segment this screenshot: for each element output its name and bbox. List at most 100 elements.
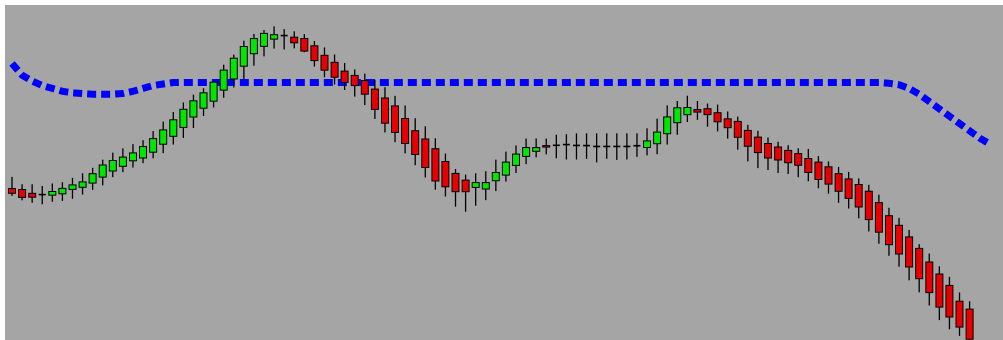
candle	[8, 176, 16, 196]
candle	[149, 131, 158, 159]
candle	[179, 102, 188, 138]
candle	[199, 88, 208, 117]
candle-body-bull	[683, 107, 692, 116]
candle	[391, 95, 399, 143]
candle	[895, 217, 903, 267]
candle-body-bear	[330, 61, 339, 78]
candle-body-bull	[58, 187, 67, 195]
candle	[864, 184, 873, 232]
candle	[219, 64, 228, 98]
candle	[300, 34, 309, 53]
candle-body-bull	[209, 81, 218, 102]
candle	[441, 153, 450, 197]
candle	[118, 148, 127, 173]
candle	[552, 134, 560, 159]
candle-body-bear	[441, 161, 450, 188]
candle	[290, 31, 299, 49]
candle	[784, 145, 793, 174]
candle	[330, 54, 339, 85]
candle	[693, 100, 702, 120]
candle-body-bear	[774, 146, 783, 161]
candle-body-bear	[381, 97, 389, 124]
candle	[723, 111, 732, 139]
candle	[633, 133, 641, 157]
candle	[18, 184, 27, 201]
candle-body-bear	[794, 153, 803, 166]
indicator-line-layer	[9, 61, 992, 148]
candle-body-bear	[310, 45, 319, 62]
candle	[481, 171, 490, 201]
candle	[764, 137, 772, 171]
candle	[58, 182, 67, 201]
candle	[532, 138, 541, 158]
candle	[28, 184, 37, 203]
candle-body-bull	[98, 164, 107, 178]
candle-body-bear	[28, 192, 37, 198]
candle	[522, 138, 531, 165]
candle	[804, 148, 813, 182]
candle	[229, 54, 238, 88]
candle	[501, 151, 510, 182]
candle-body-bear	[401, 118, 410, 144]
candle	[653, 118, 662, 155]
candle-body-bear	[804, 158, 813, 173]
candle-body-bull	[118, 156, 127, 167]
candle-body-bull	[260, 32, 268, 47]
candle-body-bear	[421, 138, 430, 168]
candle	[260, 30, 268, 57]
candle	[421, 126, 430, 178]
candle	[925, 253, 934, 306]
candle-body-bull	[643, 140, 651, 148]
candle-body-bear	[854, 184, 863, 208]
candle-body-bear	[905, 236, 914, 268]
candle	[270, 26, 279, 49]
candle-body-bull	[673, 107, 682, 124]
candle	[189, 94, 198, 129]
candle	[562, 134, 570, 160]
candle	[431, 138, 440, 190]
candle-body-bull	[491, 172, 500, 182]
candle	[623, 133, 631, 160]
candle	[955, 292, 964, 336]
candle-body-bear	[431, 148, 440, 182]
candle-body-bear	[370, 88, 379, 110]
candle-body-bear	[391, 105, 399, 133]
candle	[139, 140, 147, 164]
candle-body-bear	[542, 145, 551, 148]
candle	[905, 229, 914, 281]
candle	[471, 173, 480, 206]
candle-body-bear	[18, 189, 27, 198]
candle-body-bull	[108, 160, 117, 172]
candle-body-bull	[239, 46, 248, 67]
candle	[401, 105, 410, 154]
candle	[411, 118, 420, 166]
candle-body-bear	[784, 149, 793, 164]
candle	[48, 183, 57, 202]
candle	[169, 111, 178, 145]
candle-body-bull	[512, 153, 520, 166]
candle-body-bull	[501, 161, 510, 176]
candle-body-bear	[8, 188, 16, 194]
candle	[68, 177, 77, 199]
candle-body-bear	[925, 261, 934, 294]
candle-body-bull	[249, 38, 258, 55]
candle	[583, 133, 591, 159]
candle	[814, 156, 823, 189]
candle	[643, 128, 651, 156]
candle	[280, 29, 288, 50]
candle	[78, 173, 87, 195]
candle	[774, 141, 783, 173]
candle-body-bull	[270, 34, 279, 40]
candle-body-bear	[713, 112, 722, 123]
candle-body-bear	[743, 129, 752, 147]
candle-body-bull	[149, 138, 158, 153]
candle-body-bear	[723, 118, 732, 129]
candle-body-bull	[68, 184, 77, 190]
candle	[381, 87, 389, 133]
candle-body-bull	[532, 147, 541, 152]
candle-body-bear	[764, 143, 772, 159]
candle	[542, 138, 551, 155]
candle-body-bear	[693, 109, 702, 113]
candle-body-bull	[179, 108, 188, 128]
